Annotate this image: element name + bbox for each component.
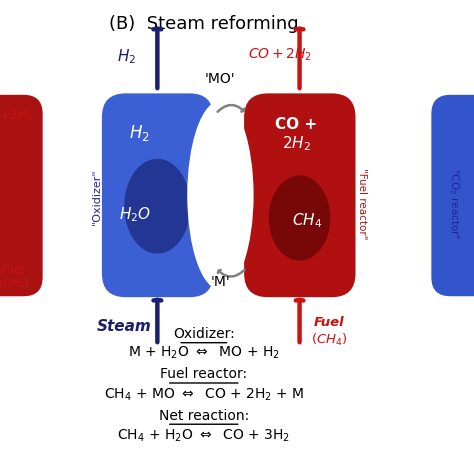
Text: M + H$_2$O $\Leftrightarrow$  MO + H$_2$: M + H$_2$O $\Leftrightarrow$ MO + H$_2$ <box>128 345 280 361</box>
Text: +2H$_2$: +2H$_2$ <box>0 109 33 124</box>
Text: 'M': 'M' <box>210 275 230 289</box>
Text: 'MO': 'MO' <box>205 72 236 86</box>
Text: $H_2$: $H_2$ <box>118 47 137 66</box>
Text: $CH_4$: $CH_4$ <box>292 211 322 230</box>
Text: $H_2O$: $H_2O$ <box>119 205 151 224</box>
Text: CH$_4$ + MO $\Leftrightarrow$  CO + 2H$_2$ + M: CH$_4$ + MO $\Leftrightarrow$ CO + 2H$_2… <box>103 386 304 402</box>
Text: "Fuel reactor": "Fuel reactor" <box>19 168 30 239</box>
Text: $CO+2H_2$: $CO+2H_2$ <box>247 46 312 63</box>
FancyBboxPatch shape <box>102 93 213 297</box>
Text: CH$_4$ + H$_2$O $\Leftrightarrow$  CO + 3H$_2$: CH$_4$ + H$_2$O $\Leftrightarrow$ CO + 3… <box>118 428 290 444</box>
Text: CO +
$2H_2$: CO + $2H_2$ <box>275 117 317 154</box>
Text: "CO$_2$ reactor": "CO$_2$ reactor" <box>447 168 461 240</box>
Text: Fuel
$(CH_4)$: Fuel $(CH_4)$ <box>311 316 348 347</box>
Text: $H_2$: $H_2$ <box>129 123 150 143</box>
Text: "Oxidizer": "Oxidizer" <box>91 168 102 225</box>
Ellipse shape <box>269 175 330 261</box>
Text: "Fuel reactor": "Fuel reactor" <box>356 168 367 239</box>
Text: Fuel reactor:: Fuel reactor: <box>160 367 247 382</box>
Text: Net reaction:: Net reaction: <box>159 409 249 423</box>
FancyBboxPatch shape <box>244 93 356 297</box>
FancyBboxPatch shape <box>0 95 43 296</box>
Ellipse shape <box>187 100 254 290</box>
FancyBboxPatch shape <box>431 95 474 296</box>
Ellipse shape <box>124 159 191 254</box>
Text: Fuel
$(CH_4)$: Fuel $(CH_4)$ <box>0 264 29 290</box>
Text: Oxidizer:: Oxidizer: <box>173 327 235 341</box>
Text: (B)  Steam reforming: (B) Steam reforming <box>109 15 299 33</box>
Text: Steam: Steam <box>97 319 152 334</box>
